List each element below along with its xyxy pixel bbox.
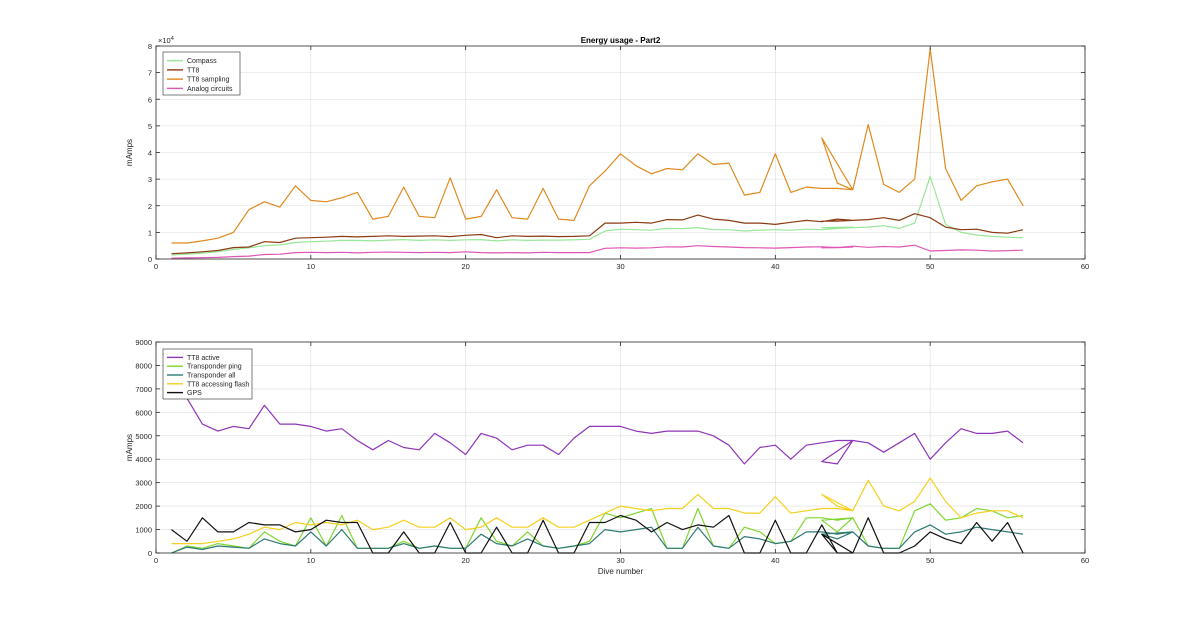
- y-tick-label: 8000: [135, 361, 152, 370]
- y-tick-label: 4: [148, 149, 152, 158]
- x-tick-label: 20: [461, 556, 469, 565]
- x-tick-label: 0: [154, 556, 158, 565]
- y-tick-label: 3000: [135, 479, 152, 488]
- series-line-tt8: [171, 213, 1024, 255]
- series-line-tt8-accessing-flash: [171, 477, 1024, 545]
- legend-entry: TT8 active: [187, 355, 220, 362]
- y-tick-label: 8: [148, 42, 152, 51]
- y-tick-label: 7000: [135, 385, 152, 394]
- x-tick-label: 60: [1081, 262, 1089, 271]
- legend-entry: TT8: [187, 67, 200, 74]
- legend-entry: Transponder all: [187, 373, 236, 380]
- y-tick-label: 0: [148, 549, 152, 558]
- x-tick-label: 10: [307, 262, 315, 271]
- y-exponent-power: 4: [171, 36, 174, 42]
- legend-entry: TT8 sampling: [187, 77, 230, 84]
- y-tick-label: 5000: [135, 432, 152, 441]
- x-tick-label: 40: [771, 262, 779, 271]
- legend-entry: TT8 accessing flash: [187, 381, 249, 388]
- x-tick-label: 50: [926, 556, 934, 565]
- chart-title: Energy usage - Part2: [581, 36, 661, 45]
- series-line-gps: [171, 514, 1024, 554]
- x-tick-label: 40: [771, 556, 779, 565]
- y-tick-label: 1000: [135, 526, 152, 535]
- series-line-tt8-active: [170, 372, 1024, 465]
- y-axis-label: mAmps: [125, 139, 134, 166]
- y-tick-label: 6: [148, 95, 152, 104]
- x-tick-label: 30: [616, 556, 624, 565]
- x-tick-label: 10: [307, 556, 315, 565]
- x-tick-label: 50: [926, 262, 934, 271]
- x-axis-label: Dive number: [598, 567, 644, 576]
- y-tick-label: 3: [148, 175, 152, 184]
- series-line-tt8-sampling: [171, 48, 1024, 244]
- x-tick-label: 60: [1081, 556, 1089, 565]
- y-tick-label: 2: [148, 202, 152, 211]
- y-tick-label: 5: [148, 122, 152, 131]
- y-tick-label: 0: [148, 255, 152, 264]
- legend-entry: Analog circuits: [187, 86, 233, 93]
- y-tick-label: 9000: [135, 338, 152, 347]
- y-tick-label: 6000: [135, 408, 152, 417]
- energy-usage-bottom-chart: 0 10 20 30 40 50 60 0 1000 2000 3000 4000 5000 6000 70…: [125, 338, 1089, 576]
- y-tick-label: 7: [148, 69, 152, 78]
- y-exponent-base: ×10: [158, 36, 171, 45]
- y-exponent-label: ×104: [158, 36, 174, 45]
- series-line-compass: [171, 175, 1024, 256]
- legend-entry: Transponder ping: [187, 364, 242, 371]
- x-tick-label: 30: [616, 262, 624, 271]
- y-axis-label: mAmps: [125, 434, 134, 461]
- y-tick-label: 4000: [135, 455, 152, 464]
- series-line-transponder-all: [171, 524, 1024, 554]
- legend-entry: GPS: [187, 390, 202, 397]
- series-line-transponder-ping: [171, 503, 1024, 554]
- x-tick-label: 20: [461, 262, 469, 271]
- legend-entry: Compass: [187, 58, 217, 65]
- series-line-analog-circuits: [171, 244, 1024, 259]
- y-tick-label: 1: [148, 228, 152, 237]
- x-tick-label: 0: [154, 262, 158, 271]
- y-tick-label: 2000: [135, 502, 152, 511]
